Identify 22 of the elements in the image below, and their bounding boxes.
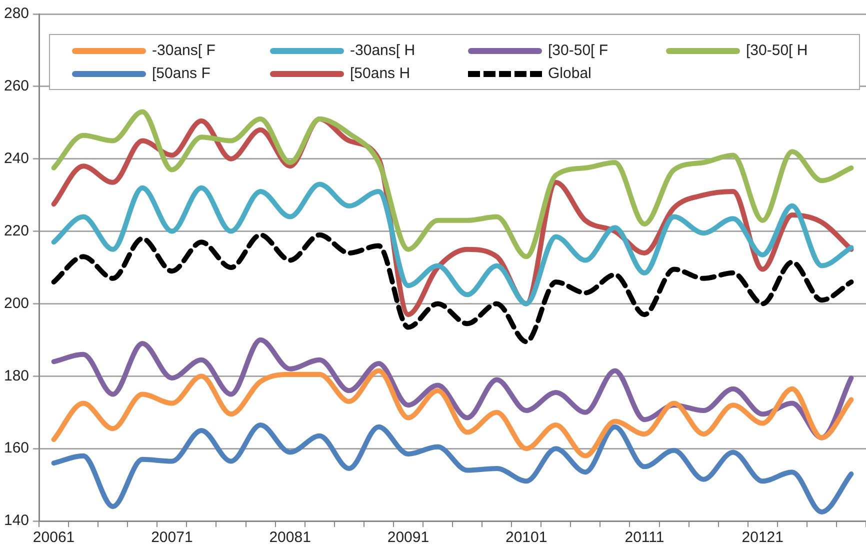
x-tick-label: 20091 (387, 529, 430, 546)
y-tick-label: 200 (4, 294, 30, 312)
x-tick-label: 20121 (742, 529, 784, 546)
legend-label: Global (548, 65, 592, 82)
y-tick-label: 240 (4, 150, 30, 167)
legend-label: [30-50[ F (548, 42, 608, 59)
legend-label: [30-50[ H (746, 42, 808, 59)
x-tick-label: 20061 (32, 529, 75, 546)
y-tick-label: 160 (4, 440, 30, 457)
y-tick-label: 140 (4, 512, 30, 530)
x-tick-label: 20071 (151, 529, 193, 546)
legend-label: -30ans[ H (350, 42, 416, 59)
legend-label: [50ans F (152, 65, 210, 82)
x-tick-label: 20081 (269, 529, 311, 546)
x-tick-label: 20101 (505, 529, 548, 546)
y-tick-label: 260 (4, 78, 30, 95)
legend-label: -30ans[ F (152, 42, 216, 59)
y-tick-label: 180 (4, 367, 30, 384)
y-tick-label: 280 (4, 5, 30, 22)
legend-label: [50ans H (350, 65, 410, 82)
y-tick-label: 220 (4, 222, 30, 240)
x-tick-label: 20111 (624, 529, 664, 546)
